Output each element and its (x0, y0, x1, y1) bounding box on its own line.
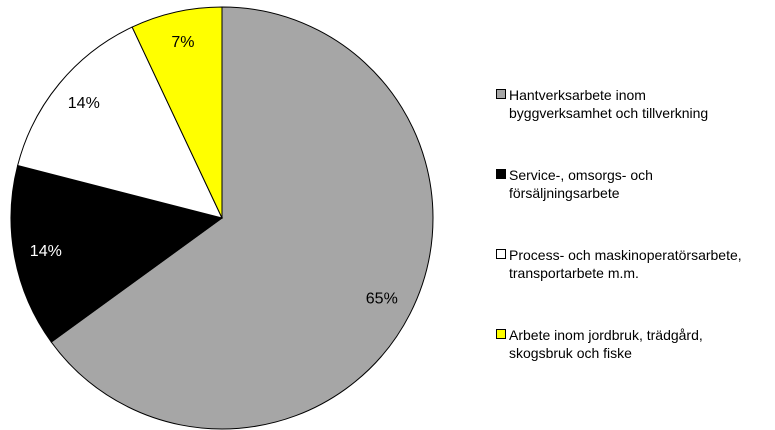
data-label: 7% (171, 34, 194, 51)
pie-slice (10, 164, 224, 343)
data-label: 14% (68, 95, 100, 112)
legend-swatch (496, 249, 506, 259)
legend-item: Arbete inom jordbruk, trädgård, skogsbru… (496, 326, 703, 362)
pie-slice (131, 6, 223, 219)
legend-item: Process- och maskinoperatörsarbete, tran… (496, 246, 742, 282)
legend-label: Arbete inom jordbruk, trädgård, skogsbru… (509, 327, 703, 361)
data-label: 65% (366, 291, 398, 308)
pie-slice (50, 6, 434, 430)
legend-swatch (496, 169, 506, 179)
legend-label: Process- och maskinoperatörsarbete, tran… (509, 247, 742, 281)
legend-item: Service-, omsorgs- och försäljningsarbet… (496, 166, 653, 202)
legend-label: Service-, omsorgs- och försäljningsarbet… (509, 167, 653, 201)
legend-swatch (496, 89, 506, 99)
legend-label: Hantverksarbete inom byggverksamhet och … (509, 87, 709, 121)
data-label: 14% (30, 243, 62, 260)
legend-item: Hantverksarbete inom byggverksamhet och … (496, 86, 708, 122)
legend-swatch (496, 329, 506, 339)
pie-slice (17, 26, 223, 219)
